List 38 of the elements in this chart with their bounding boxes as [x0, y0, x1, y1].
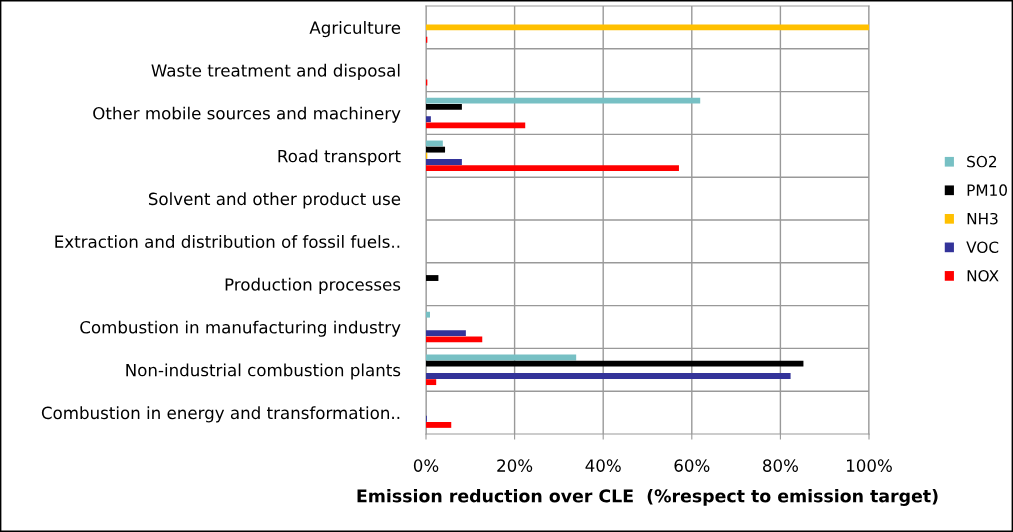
y-tick-label: Solvent and other product use: [148, 192, 401, 209]
bar: [426, 311, 430, 318]
bar: [426, 159, 462, 165]
bar: [426, 116, 431, 123]
y-tick-label: Waste treatment and disposal: [151, 63, 400, 80]
bar: [426, 422, 452, 428]
legend-label: NH3: [967, 212, 998, 225]
bar: [426, 379, 437, 386]
legend-label: SO2: [967, 155, 997, 168]
bar: [426, 103, 462, 110]
x-tick-label: 60%: [674, 459, 710, 472]
bar: [426, 97, 701, 104]
y-tick-label: Road transport: [278, 149, 401, 166]
bar: [426, 122, 526, 129]
legend-label: NOX: [967, 269, 999, 282]
x-tick-label: 0%: [413, 459, 439, 472]
bar: [426, 24, 869, 31]
y-tick-label: Other mobile sources and machinery: [93, 106, 401, 123]
bar: [426, 373, 791, 379]
bar: [426, 360, 804, 367]
y-tick-label: Combustion in energy and transformation..: [41, 406, 400, 423]
y-tick-label: Production processes: [225, 277, 401, 294]
y-tick-label: Agriculture: [309, 21, 401, 38]
x-tick-label: 20%: [497, 459, 533, 472]
bar: [426, 336, 483, 343]
x-tick-label: 100%: [847, 459, 892, 472]
y-tick-label: Combustion in manufacturing industry: [80, 320, 401, 337]
x-tick-label: 40%: [585, 459, 621, 472]
y-tick-label: Non-industrial combustion plants: [126, 363, 401, 380]
legend-label: PM10: [967, 184, 1007, 196]
bar: [426, 146, 446, 153]
bar: [426, 165, 679, 172]
bar: [426, 330, 466, 337]
legend-label: VOC: [966, 241, 999, 253]
x-tick-label: 80%: [763, 459, 798, 472]
y-tick-label: Extraction and distribution of fossil fuels..: [55, 235, 400, 248]
x-axis-title: Emission reduction over CLE (%respect to emission target): [357, 489, 938, 506]
bar: [426, 275, 439, 281]
